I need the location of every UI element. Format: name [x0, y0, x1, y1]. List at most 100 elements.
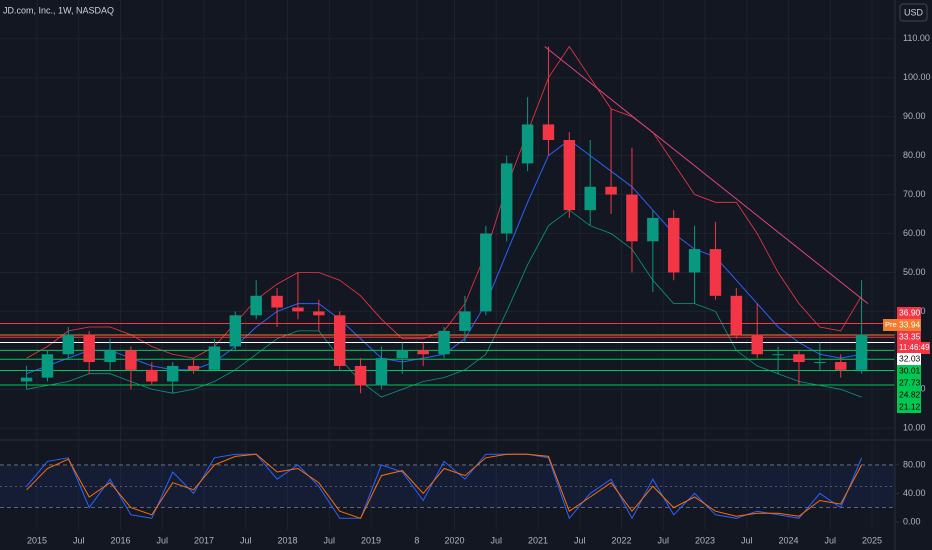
y-tick-label: 80.00: [903, 459, 926, 469]
x-tick-label: 2022: [612, 535, 632, 545]
x-tick-label: 2016: [110, 535, 130, 545]
pre-label: Pre: [885, 320, 897, 329]
candle-body: [333, 315, 346, 366]
level-label: 30.01: [899, 365, 921, 375]
pre-box: [883, 319, 897, 331]
candle-body: [480, 233, 492, 312]
candle-body: [125, 350, 137, 370]
candle-body: [667, 217, 680, 273]
candle-body: [814, 362, 826, 364]
candle-body: [438, 330, 450, 355]
currency-button[interactable]: [899, 3, 928, 22]
x-tick-label: 2019: [361, 535, 381, 545]
candle-body: [396, 350, 409, 359]
level-label-box: [897, 307, 921, 319]
candle-body: [104, 350, 116, 363]
candle-body: [250, 295, 262, 316]
candle-body: [146, 369, 158, 382]
candle-body: [563, 140, 576, 211]
candle-body: [751, 334, 763, 355]
candle-body: [208, 346, 221, 370]
currency-label[interactable]: USD: [904, 7, 924, 17]
candle-body: [834, 362, 847, 370]
y-tick-label: 100.00: [903, 72, 931, 82]
candle-body: [187, 365, 200, 370]
y-tick-label: 50.00: [903, 267, 926, 277]
candle-body: [626, 194, 638, 242]
y-tick-label: 80.00: [903, 150, 926, 160]
x-tick-label: 2021: [528, 535, 548, 545]
y-tick-label: 40.00: [903, 488, 926, 498]
level-label: 33.94: [899, 319, 921, 329]
axes: 10.0020.0030.0040.0050.0060.0070.0080.00…: [27, 33, 931, 545]
oscillator-line: [26, 453, 863, 519]
band-lower: [26, 209, 862, 398]
candle-body: [20, 377, 33, 382]
y-tick-label: 70.00: [903, 189, 926, 199]
level-label-box: [897, 401, 921, 413]
x-tick-label: 2025: [862, 535, 882, 545]
candle-body: [542, 124, 555, 141]
x-tick-label: Jul: [156, 535, 168, 545]
x-tick-label: 2023: [695, 535, 715, 545]
x-tick-label: 2018: [277, 535, 297, 545]
chart-title: JD.com, Inc., 1W, NASDAQ: [3, 5, 114, 15]
x-tick-label: Jul: [323, 535, 335, 545]
x-tick-label: 8: [414, 535, 419, 545]
x-tick-label: Jul: [658, 535, 670, 545]
candle-body: [709, 249, 722, 296]
countdown: 11:46:49: [899, 343, 930, 352]
level-label: 24.82: [899, 389, 921, 399]
x-tick-label: 2020: [444, 535, 464, 545]
candle-body: [62, 334, 75, 355]
candle-body: [271, 295, 283, 308]
x-tick-label: 2017: [194, 535, 214, 545]
y-tick-label: 10.00: [903, 423, 926, 433]
level-label: 32.03: [899, 353, 921, 363]
level-label: 27.73: [899, 377, 921, 387]
candle-body: [459, 311, 471, 331]
candle-body: [41, 354, 54, 378]
y-tick-label: 0.00: [903, 516, 921, 526]
level-label: 36.90: [899, 307, 921, 317]
y-tick-label: 110.00: [903, 33, 930, 43]
candle-body: [605, 186, 617, 195]
x-tick-label: Jul: [240, 535, 252, 545]
y-tick-label: 60.00: [903, 228, 926, 238]
trendline: [544, 46, 869, 304]
x-tick-label: 2024: [779, 535, 799, 545]
level-label: 21.12: [899, 401, 921, 411]
x-tick-label: Jul: [741, 535, 753, 545]
level-label: 33.35: [899, 331, 921, 341]
level-label-box: [897, 365, 921, 377]
oscillator-pane: [0, 453, 895, 520]
level-label-box: [897, 377, 921, 389]
level-label-box: [897, 353, 921, 365]
candle-body: [730, 295, 743, 335]
countdown-box: [897, 342, 930, 354]
x-tick-label: Jul: [825, 535, 837, 545]
candle-body: [521, 124, 534, 164]
candle-body: [793, 354, 805, 363]
y-tick-label: 90.00: [903, 111, 926, 121]
candle-body: [83, 334, 95, 363]
x-tick-label: Jul: [73, 535, 85, 545]
oscillator-line: [26, 453, 863, 520]
level-label-box: [897, 389, 921, 401]
price-pane: [0, 45, 895, 398]
candle-body: [166, 365, 179, 382]
level-label-box: [897, 319, 921, 331]
candle-body: [772, 354, 784, 356]
candle-body: [647, 217, 659, 242]
candle-body: [375, 358, 388, 386]
candle-body: [688, 249, 701, 273]
candle-body: [229, 315, 242, 347]
x-tick-label: Jul: [491, 535, 503, 545]
candle-body: [354, 365, 367, 386]
candle-body: [584, 186, 596, 211]
candle-body: [855, 334, 868, 370]
candle-body: [313, 311, 325, 316]
